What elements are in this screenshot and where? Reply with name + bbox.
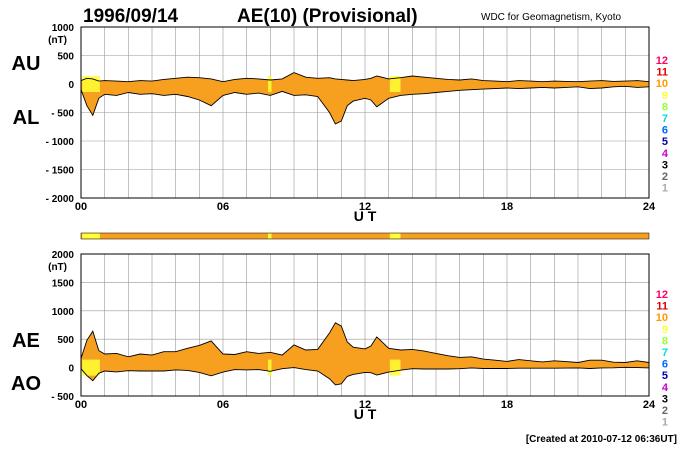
station-count-label: 10 bbox=[656, 78, 668, 90]
station-count-label: 11 bbox=[656, 301, 668, 313]
au-al-y-tick-label: - 2000 bbox=[46, 194, 75, 205]
station-count-label: 8 bbox=[662, 101, 668, 113]
ae-ao-station-band bbox=[389, 359, 401, 376]
ae-ao-y-tick-label: 1500 bbox=[52, 278, 75, 289]
station-count-label: 1 bbox=[662, 417, 668, 429]
ae-ao-station-band bbox=[82, 359, 100, 376]
ae-ao-fill-area bbox=[81, 322, 649, 385]
au-al-upper-line bbox=[80, 72, 650, 83]
au-al-y-tick-label: 500 bbox=[57, 52, 74, 63]
au-al-y-tick-label: 0 bbox=[68, 80, 74, 91]
ae-ao-area bbox=[80, 322, 650, 386]
ae-ao-panel: 2000 1500 1000 500 0 - 500 00 06 12 18 24 (nT) AE… bbox=[11, 250, 656, 422]
station-count-label: 7 bbox=[662, 113, 668, 125]
ribbon-station-band bbox=[82, 233, 100, 239]
ae-ao-x-axis-label: U T bbox=[354, 406, 377, 422]
station-count-label: 3 bbox=[662, 159, 668, 171]
au-al-station-band bbox=[389, 76, 401, 92]
station-count-label: 5 bbox=[662, 136, 668, 148]
au-al-x-tick-label: 24 bbox=[643, 201, 656, 213]
station-count-label: 4 bbox=[662, 382, 669, 394]
station-count-label: 2 bbox=[662, 171, 668, 183]
ae-ao-y-tick-label: 0 bbox=[68, 364, 74, 375]
au-al-frame bbox=[80, 26, 650, 199]
au-al-x-tick-label: 06 bbox=[217, 201, 229, 213]
ae-ao-x-tick-label: 24 bbox=[643, 399, 656, 411]
au-al-x-tick-label: 00 bbox=[75, 201, 87, 213]
ae-ao-upper-line bbox=[80, 322, 650, 363]
ae-ao-y-axis: 2000 1500 1000 500 0 - 500 bbox=[51, 250, 74, 403]
source-label: WDC for Geomagnetism, Kyoto bbox=[481, 12, 621, 23]
station-count-label: 5 bbox=[662, 370, 668, 382]
ae-ao-x-axis: 00 06 12 18 24 bbox=[75, 399, 656, 411]
station-count-ribbon bbox=[80, 232, 650, 240]
ae-ao-y-tick-label: 2000 bbox=[52, 250, 75, 261]
au-al-x-axis: 00 06 12 18 24 bbox=[75, 201, 656, 213]
ae-ao-station-band bbox=[267, 359, 272, 376]
au-al-x-tick-label: 12 bbox=[359, 201, 371, 213]
au-al-y-tick-label: - 1500 bbox=[46, 166, 75, 177]
au-al-y-tick-label: - 500 bbox=[51, 109, 74, 120]
al-label: AL bbox=[13, 107, 40, 129]
station-count-label: 9 bbox=[662, 90, 668, 102]
au-al-x-tick-label: 18 bbox=[501, 201, 513, 213]
au-label: AU bbox=[12, 53, 41, 75]
au-al-y-tick-label: - 1000 bbox=[46, 137, 75, 148]
au-al-y-axis: 1000 500 0 - 500 - 1000 - 1500 - 2000 bbox=[46, 23, 75, 205]
ae-ao-x-tick-label: 00 bbox=[75, 399, 87, 411]
station-count-label: 6 bbox=[662, 359, 668, 371]
ae-ao-lower-line bbox=[80, 366, 650, 386]
station-count-label: 6 bbox=[662, 125, 668, 137]
index-title: AE(10) (Provisional) bbox=[237, 6, 418, 27]
ae-ao-grid bbox=[81, 254, 649, 396]
station-count-label: 1 bbox=[662, 183, 668, 195]
station-count-label: 7 bbox=[662, 347, 668, 359]
ae-ao-frame bbox=[80, 253, 650, 397]
station-count-label: 4 bbox=[662, 148, 669, 160]
ae-ao-y-tick-label: - 500 bbox=[51, 392, 74, 403]
ae-ao-y-tick-label: 500 bbox=[57, 335, 74, 346]
ae-ao-y-tick-label: 1000 bbox=[52, 307, 75, 318]
station-count-ribbon-marks bbox=[82, 233, 401, 239]
ae-ao-x-tick-label: 12 bbox=[359, 399, 371, 411]
station-count-label: 2 bbox=[662, 405, 668, 417]
au-al-station-band bbox=[267, 76, 272, 92]
au-al-grid bbox=[81, 27, 649, 198]
ae-ao-x-tick-label: 18 bbox=[501, 399, 513, 411]
created-timestamp: [Created at 2010-07-12 06:36UT] bbox=[526, 434, 677, 445]
au-al-x-axis-label: U T bbox=[354, 208, 377, 224]
au-al-lower-line bbox=[80, 85, 650, 125]
station-count-label: 3 bbox=[662, 393, 668, 405]
au-al-panel: 1000 500 0 - 500 - 1000 - 1500 - 2000 00 06 12 18… bbox=[12, 23, 656, 224]
ae-label: AE bbox=[12, 330, 40, 352]
date-title: 1996/09/14 bbox=[83, 6, 179, 27]
ao-label: AO bbox=[11, 373, 41, 395]
ribbon-station-band bbox=[389, 233, 401, 239]
au-al-area bbox=[80, 72, 650, 125]
au-al-unit-label: (nT) bbox=[48, 35, 67, 46]
station-count-label: 8 bbox=[662, 335, 668, 347]
station-count-label: 10 bbox=[656, 312, 668, 324]
ae-ao-unit-label: (nT) bbox=[48, 262, 67, 273]
station-count-label: 12 bbox=[656, 289, 668, 301]
ribbon-station-band bbox=[267, 233, 272, 239]
station-count-label: 11 bbox=[656, 67, 668, 79]
station-count-label: 9 bbox=[662, 324, 668, 336]
station-count-label: 12 bbox=[656, 55, 668, 67]
ae-ao-x-tick-label: 06 bbox=[217, 399, 229, 411]
au-al-y-tick-label: 1000 bbox=[52, 23, 75, 34]
